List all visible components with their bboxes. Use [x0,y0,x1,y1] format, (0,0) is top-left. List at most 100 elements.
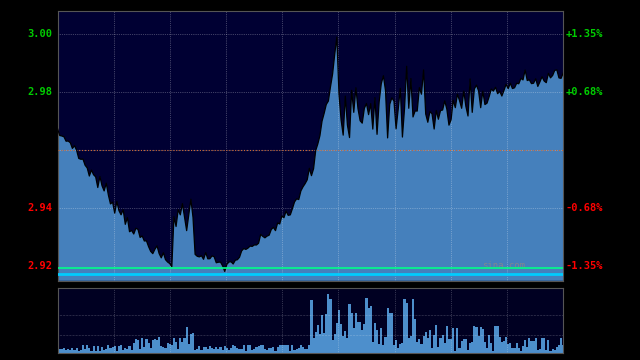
Bar [351,313,353,353]
Bar [359,321,361,353]
Bar [264,350,266,353]
Bar [302,347,304,353]
Bar [532,341,534,353]
Bar [173,338,175,353]
Bar [266,350,268,353]
Bar [552,349,554,353]
Bar [385,337,387,353]
Bar [479,327,482,353]
Bar [450,339,452,353]
Bar [424,332,427,353]
Bar [221,350,223,353]
Bar [116,351,118,353]
Bar [446,326,448,353]
Bar [124,348,126,353]
Bar [103,350,105,353]
Bar [232,345,234,353]
Bar [387,307,388,353]
Text: sina.com: sina.com [483,261,525,270]
Bar [150,348,152,353]
Bar [495,325,497,353]
Bar [139,348,141,353]
Bar [74,350,76,353]
Bar [154,339,156,353]
Bar [281,345,283,353]
Bar [132,343,135,353]
Bar [357,322,359,353]
Bar [131,350,132,353]
Bar [218,349,220,353]
Bar [554,350,556,353]
Bar [59,350,61,353]
Bar [321,315,323,353]
Bar [175,342,177,353]
Text: -0.68%: -0.68% [566,203,604,213]
Bar [249,346,251,353]
Bar [382,345,385,353]
Bar [440,338,442,353]
Bar [257,346,260,353]
Bar [63,348,65,353]
Bar [158,337,160,353]
Bar [505,337,507,353]
Text: 2.98: 2.98 [28,87,52,97]
Text: 3.00: 3.00 [28,29,52,39]
Bar [327,294,330,353]
Bar [196,349,198,353]
Bar [541,338,543,353]
Bar [120,345,122,353]
Bar [344,331,346,353]
Bar [118,346,120,353]
Bar [109,348,111,353]
Bar [268,348,270,353]
Bar [99,351,101,353]
Bar [141,338,143,353]
Bar [198,346,200,353]
Bar [205,347,207,353]
Bar [262,345,264,353]
Bar [300,345,302,353]
Bar [200,350,202,353]
Bar [135,339,137,353]
Bar [190,334,192,353]
Text: +1.35%: +1.35% [566,29,604,39]
Bar [474,326,476,353]
Bar [543,338,545,353]
Bar [226,348,228,353]
Bar [273,347,275,353]
Bar [469,343,471,353]
Bar [410,336,412,353]
Bar [531,341,532,353]
Bar [560,338,562,353]
Bar [431,348,433,353]
Bar [101,347,103,353]
Bar [69,350,71,353]
Bar [435,325,437,353]
Bar [486,348,488,353]
Bar [213,348,215,353]
Text: -1.35%: -1.35% [566,261,604,271]
Bar [234,346,236,353]
Bar [236,348,239,353]
Bar [364,324,365,353]
Bar [333,334,336,353]
Bar [76,348,77,353]
Bar [388,314,391,353]
Bar [429,330,431,353]
Bar [497,326,499,353]
Bar [310,300,312,353]
Bar [275,351,276,353]
Bar [463,338,465,353]
Bar [454,351,456,353]
Bar [482,329,484,353]
Bar [105,349,108,353]
Text: 2.92: 2.92 [28,261,52,271]
Bar [444,342,446,353]
Bar [315,332,317,353]
Bar [108,345,109,353]
Bar [209,346,211,353]
Bar [456,328,458,353]
Bar [129,346,131,353]
Bar [433,336,435,353]
Bar [304,349,306,353]
